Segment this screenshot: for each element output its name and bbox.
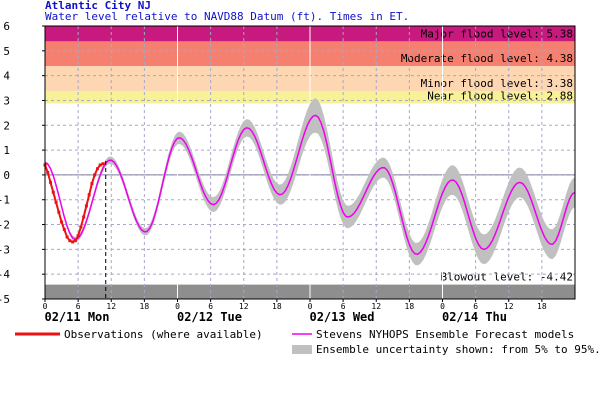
x-tick-label-9: 6 — [341, 302, 346, 311]
y-tick-label-11: 6 — [3, 20, 10, 33]
observation-point-2 — [49, 180, 53, 184]
uncertainty-band — [45, 98, 575, 266]
x-tick-label-14: 12 — [504, 302, 514, 311]
observation-point-3 — [51, 190, 55, 194]
y-tick-label-0: -5 — [0, 293, 10, 306]
observation-point-4 — [54, 200, 58, 204]
x-tick-label-0: 0 — [43, 302, 48, 311]
x-tick-label-7: 18 — [272, 302, 282, 311]
day-label-1: 02/12 Tue — [177, 310, 242, 324]
observation-point-16 — [87, 193, 91, 197]
legend-forecast-label: Stevens NYHOPS Ensemble Forecast models — [316, 328, 574, 341]
x-tick-label-2: 12 — [106, 302, 116, 311]
y-tick-label-9: 4 — [3, 70, 10, 83]
observation-point-10 — [71, 240, 75, 244]
observation-point-18 — [93, 173, 97, 177]
day-label-3: 02/14 Thu — [442, 310, 507, 324]
observation-point-8 — [65, 235, 69, 239]
chart-title: Atlantic City NJ — [45, 0, 151, 12]
x-tick-label-6: 12 — [239, 302, 249, 311]
observation-point-20 — [98, 163, 102, 167]
observation-point-1 — [46, 170, 50, 174]
day-label-2: 02/13 Wed — [309, 310, 374, 324]
y-tick-label-7: 2 — [3, 119, 10, 132]
y-tick-label-10: 5 — [3, 45, 10, 58]
forecast-line — [44, 114, 576, 255]
y-tick-label-3: -2 — [0, 219, 10, 232]
x-tick-label-4: 0 — [175, 302, 180, 311]
observation-point-14 — [82, 215, 86, 219]
observation-point-9 — [68, 239, 72, 243]
y-tick-label-5: 0 — [3, 169, 10, 182]
observation-point-12 — [76, 234, 80, 238]
legend-observations-label: Observations (where available) — [64, 328, 263, 341]
x-tick-label-11: 18 — [405, 302, 415, 311]
x-tick-label-5: 6 — [208, 302, 213, 311]
observation-point-15 — [84, 204, 88, 208]
x-tick-label-10: 12 — [371, 302, 381, 311]
flood-band-label-1: Moderate flood level: 4.38 — [401, 52, 573, 65]
observation-point-21 — [101, 162, 105, 166]
x-tick-label-3: 18 — [140, 302, 150, 311]
chart-subtitle: Water level relative to NAVD88 Datum (ft… — [45, 10, 409, 23]
observation-point-11 — [73, 239, 77, 243]
legend-uncertainty-label: Ensemble uncertainty shown: from 5% to 9… — [316, 343, 600, 356]
y-tick-label-8: 3 — [3, 94, 10, 107]
day-label-0: 02/11 Mon — [44, 310, 109, 324]
observation-point-7 — [62, 228, 66, 232]
legend-uncertainty-swatch — [292, 345, 312, 354]
x-tick-label-1: 6 — [76, 302, 81, 311]
flood-band-label-4: Blowout level: -4.42 — [441, 271, 573, 284]
flood-band-label-3: Near flood level: 2.88 — [427, 89, 573, 102]
x-tick-label-8: 0 — [308, 302, 313, 311]
observation-point-5 — [57, 210, 61, 214]
observation-point-19 — [95, 167, 99, 171]
flood-band-label-2: Minor flood level: 3.38 — [421, 77, 573, 90]
observation-point-17 — [90, 182, 94, 186]
y-tick-label-1: -4 — [0, 268, 10, 281]
observation-point-13 — [79, 225, 83, 229]
y-tick-label-6: 1 — [3, 144, 10, 157]
x-tick-label-13: 6 — [473, 302, 478, 311]
y-tick-label-4: -1 — [0, 194, 10, 207]
x-tick-label-15: 18 — [537, 302, 547, 311]
y-tick-label-2: -3 — [0, 243, 10, 256]
observation-point-6 — [60, 220, 64, 224]
x-tick-label-12: 0 — [440, 302, 445, 311]
flood-band-label-0: Major flood level: 5.38 — [421, 27, 573, 40]
